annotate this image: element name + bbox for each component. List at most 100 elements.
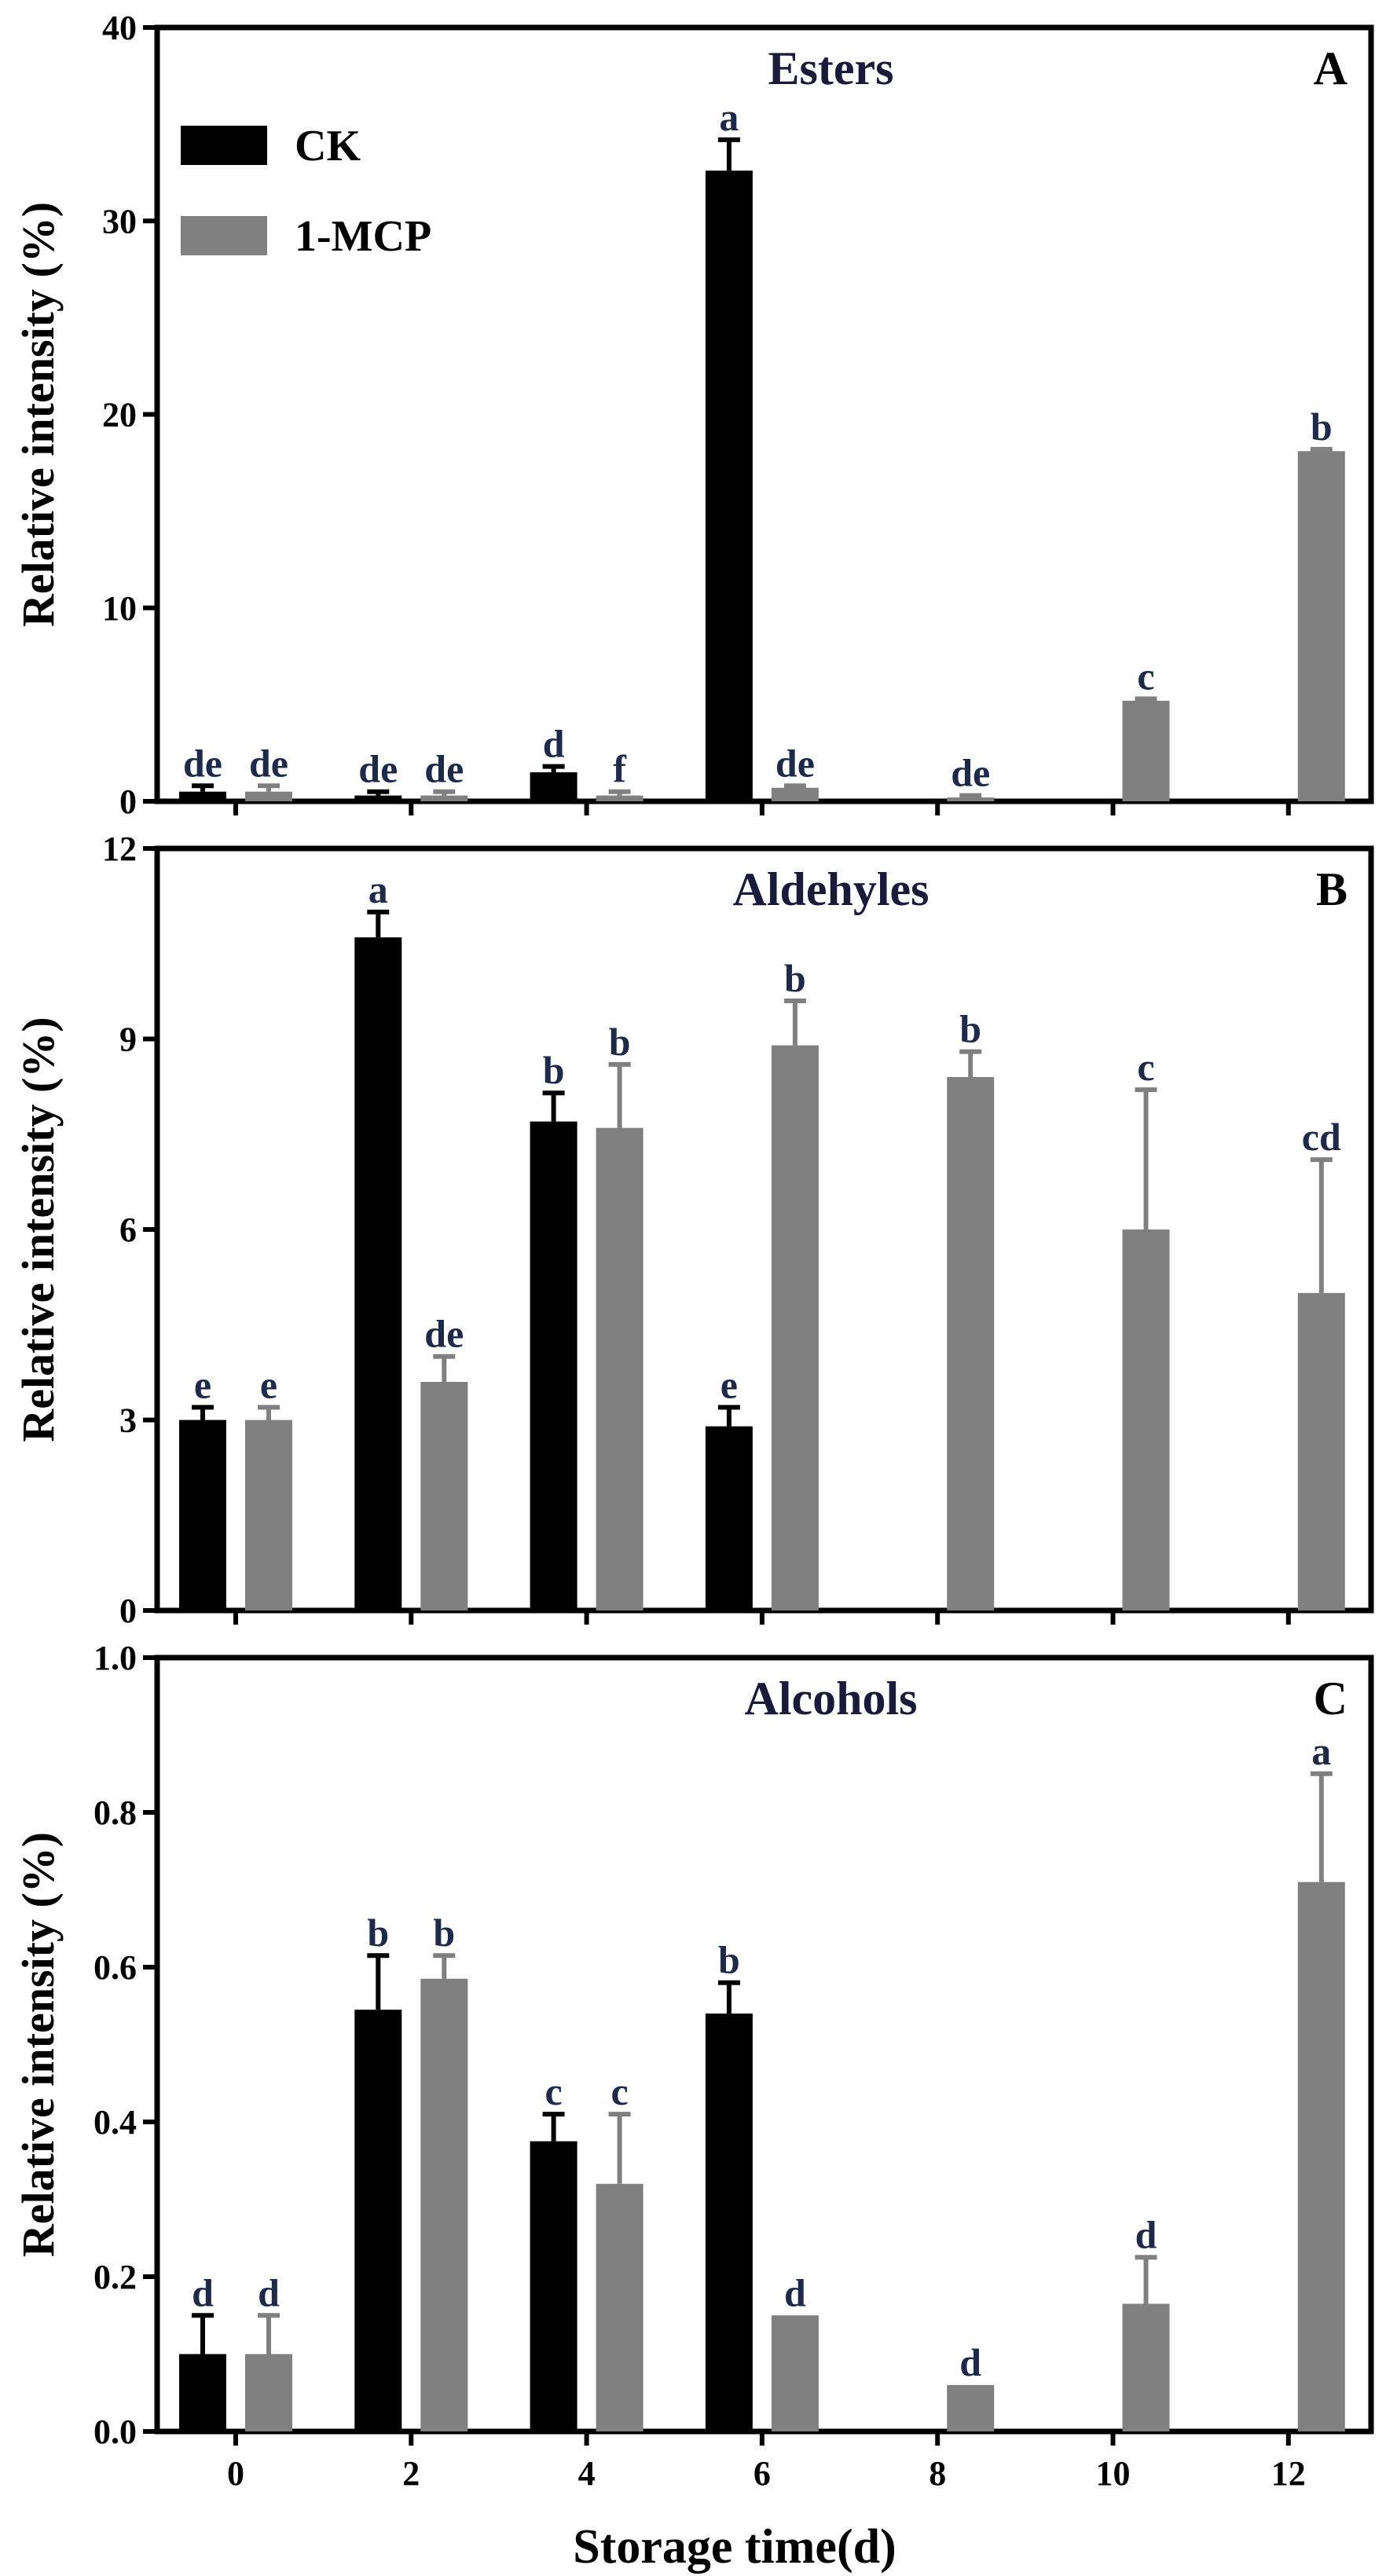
y-tick-label: 0.4	[94, 2103, 137, 2142]
y-tick-label: 30	[102, 202, 137, 240]
bar-mcp	[596, 2183, 644, 2431]
significance-label: d	[192, 2270, 214, 2314]
bar-mcp	[771, 1045, 819, 1610]
y-tick-label: 0.0	[94, 2413, 137, 2451]
bar-mcp	[1122, 2303, 1170, 2431]
x-tick-label: 6	[754, 2454, 771, 2493]
significance-label: b	[959, 1007, 981, 1051]
bar-mcp	[947, 1077, 995, 1610]
y-tick-label: 6	[119, 1211, 137, 1249]
chart-panel-b: 0 3 6 9 12 Relative intensity (%) Aldehyles Be a…	[13, 830, 1374, 1630]
y-tick-label: 10	[102, 589, 137, 628]
y-tick-label: 0.6	[94, 1948, 137, 1987]
significance-label: d	[784, 2270, 806, 2314]
bar-ck	[179, 791, 226, 801]
significance-label: e	[194, 1362, 211, 1406]
bar-mcp	[1297, 1292, 1345, 1610]
bar-mcp	[245, 1420, 292, 1610]
bar-ck	[530, 2141, 578, 2431]
bar-mcp	[1122, 1229, 1170, 1610]
chart-panel-c: 0.0 0.2 0.4 0.6 0.8 1.0 0 2 4 6 8 10 12 Relative inte…	[13, 1639, 1374, 2493]
significance-label: b	[609, 1020, 631, 1064]
chart-title: Aldehyles	[732, 863, 929, 915]
legend-label: 1-MCP	[295, 212, 431, 261]
legend-swatch-ck	[181, 126, 267, 165]
bar-ck	[705, 1426, 753, 1610]
bar-mcp	[420, 795, 468, 801]
y-axis-label: Relative intensity (%)	[13, 202, 64, 627]
bar-mcp	[947, 2384, 995, 2431]
bar-ck	[354, 937, 402, 1610]
y-axis-label: Relative intensity (%)	[13, 1832, 64, 2257]
significance-label: c	[544, 2069, 562, 2113]
significance-label: d	[1135, 2212, 1157, 2256]
significance-label: e	[720, 1362, 738, 1406]
bar-ck	[354, 795, 402, 801]
significance-label: c	[610, 2069, 628, 2113]
bar-mcp	[596, 795, 644, 801]
significance-label: a	[368, 867, 388, 911]
significance-label: d	[959, 2340, 981, 2384]
significance-label: b	[1311, 405, 1333, 449]
bar-ck	[530, 1121, 578, 1610]
y-tick-label: 12	[102, 830, 137, 868]
bar-mcp	[420, 1978, 468, 2431]
significance-label: b	[367, 1911, 389, 1955]
significance-label: de	[951, 751, 990, 795]
bar-mcp	[1297, 1882, 1345, 2431]
chart-panel-a: 0 10 20 30 40 Relative intensity (%) Esters Ade…	[13, 9, 1374, 821]
significance-label: b	[433, 1911, 455, 1955]
panel-letter: A	[1314, 42, 1348, 94]
x-tick-label: 0	[227, 2454, 244, 2493]
panel-letter: C	[1314, 1673, 1348, 1724]
y-tick-label: 9	[119, 1021, 137, 1059]
chart-title: Alcohols	[744, 1673, 917, 1724]
x-tick-label: 4	[578, 2454, 596, 2493]
plot-frame	[154, 845, 1374, 1614]
significance-label: c	[1137, 1045, 1154, 1089]
bar-ck	[705, 2014, 753, 2431]
significance-label: de	[424, 1312, 464, 1356]
bar-mcp	[947, 797, 995, 801]
bar-mcp	[245, 2354, 292, 2431]
panel-letter: B	[1316, 863, 1348, 915]
x-tick-label: 12	[1271, 2454, 1306, 2493]
bar-ck	[530, 772, 578, 801]
y-tick-label: 40	[102, 9, 137, 47]
significance-label: de	[776, 741, 815, 785]
significance-label: a	[1311, 1729, 1331, 1773]
significance-label: a	[719, 95, 739, 139]
bar-mcp	[1122, 700, 1170, 801]
x-tick-label: 10	[1096, 2454, 1131, 2493]
significance-label: b	[543, 1048, 565, 1092]
significance-label: e	[260, 1362, 277, 1406]
bar-mcp	[420, 1382, 468, 1610]
significance-label: b	[784, 956, 806, 1000]
bar-mcp	[596, 1127, 644, 1610]
significance-label: d	[258, 2270, 280, 2314]
significance-label: de	[249, 741, 288, 785]
legend-swatch-mcp	[181, 216, 267, 255]
y-tick-label: 20	[102, 396, 137, 434]
significance-label: de	[358, 747, 398, 791]
significance-label: c	[1137, 654, 1154, 698]
x-tick-label: 2	[402, 2454, 420, 2493]
bar-ck	[705, 170, 753, 802]
significance-label: de	[183, 741, 222, 785]
y-axis-label: Relative intensity (%)	[13, 1017, 64, 1442]
y-tick-label: 1.0	[94, 1639, 137, 1677]
y-tick-label: 3	[119, 1402, 137, 1440]
bar-mcp	[1297, 451, 1345, 801]
bar-ck	[354, 2010, 402, 2431]
significance-label: cd	[1302, 1115, 1341, 1159]
chart-title: Esters	[768, 42, 894, 94]
y-tick-label: 0.2	[94, 2258, 137, 2296]
significance-label: b	[718, 1938, 740, 1982]
bar-ck	[179, 1420, 226, 1610]
bar-mcp	[771, 787, 819, 801]
x-axis-label: Storage time(d)	[573, 2520, 896, 2574]
bar-mcp	[771, 2315, 819, 2431]
legend-label: CK	[295, 122, 361, 170]
